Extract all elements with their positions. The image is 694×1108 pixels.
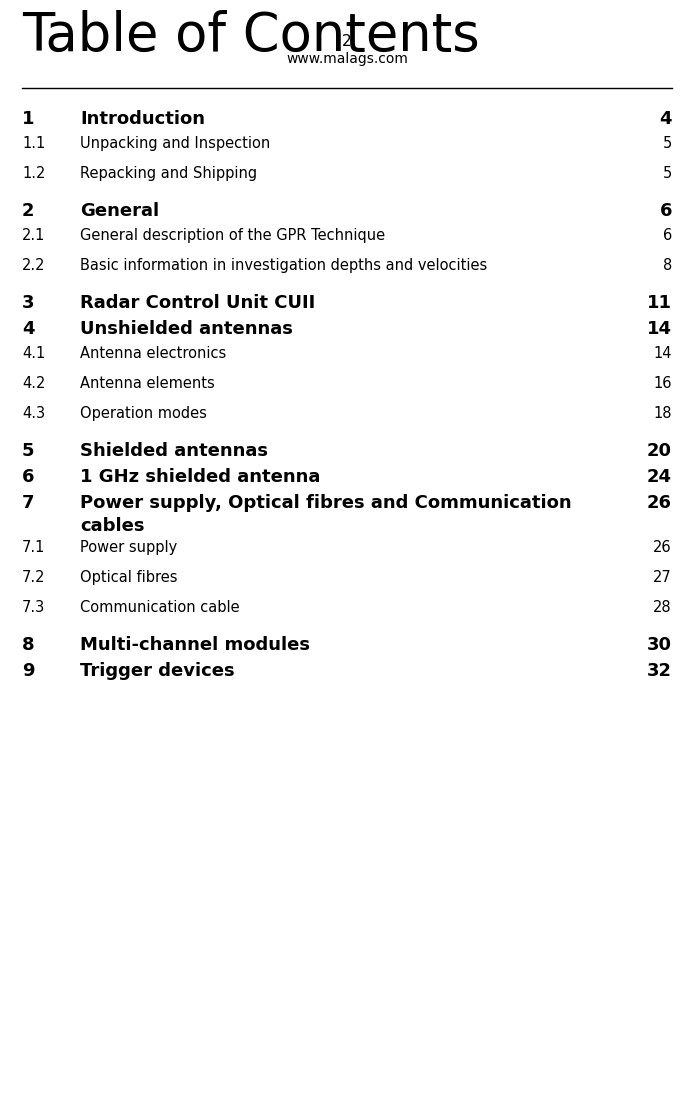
Text: 1.2: 1.2 [22, 166, 45, 181]
Text: 27: 27 [653, 570, 672, 585]
Text: 32: 32 [647, 661, 672, 680]
Text: 28: 28 [653, 601, 672, 615]
Text: Introduction: Introduction [80, 110, 205, 129]
Text: 5: 5 [663, 166, 672, 181]
Text: 4: 4 [659, 110, 672, 129]
Text: Unshielded antennas: Unshielded antennas [80, 320, 293, 338]
Text: 6: 6 [22, 468, 35, 486]
Text: 14: 14 [647, 320, 672, 338]
Text: Optical fibres: Optical fibres [80, 570, 178, 585]
Text: 1: 1 [22, 110, 35, 129]
Text: 2: 2 [342, 34, 352, 49]
Text: 3: 3 [22, 294, 35, 312]
Text: Antenna elements: Antenna elements [80, 376, 214, 391]
Text: Repacking and Shipping: Repacking and Shipping [80, 166, 257, 181]
Text: 6: 6 [659, 202, 672, 220]
Text: 2.2: 2.2 [22, 258, 46, 273]
Text: 4.2: 4.2 [22, 376, 45, 391]
Text: 9: 9 [22, 661, 35, 680]
Text: Multi-channel modules: Multi-channel modules [80, 636, 310, 654]
Text: Operation modes: Operation modes [80, 406, 207, 421]
Text: 24: 24 [647, 468, 672, 486]
Text: Radar Control Unit CUII: Radar Control Unit CUII [80, 294, 315, 312]
Text: Table of Contents: Table of Contents [22, 10, 480, 62]
Text: 4.3: 4.3 [22, 406, 45, 421]
Text: 16: 16 [654, 376, 672, 391]
Text: 26: 26 [653, 540, 672, 555]
Text: 14: 14 [654, 346, 672, 361]
Text: 7.1: 7.1 [22, 540, 45, 555]
Text: Basic information in investigation depths and velocities: Basic information in investigation depth… [80, 258, 487, 273]
Text: 2: 2 [22, 202, 35, 220]
Text: General: General [80, 202, 159, 220]
Text: Trigger devices: Trigger devices [80, 661, 235, 680]
Text: 6: 6 [663, 228, 672, 243]
Text: 8: 8 [22, 636, 35, 654]
Text: 18: 18 [654, 406, 672, 421]
Text: 20: 20 [647, 442, 672, 460]
Text: General description of the GPR Technique: General description of the GPR Technique [80, 228, 385, 243]
Text: Unpacking and Inspection: Unpacking and Inspection [80, 136, 270, 151]
Text: 11: 11 [647, 294, 672, 312]
Text: 4.1: 4.1 [22, 346, 45, 361]
Text: Power supply: Power supply [80, 540, 177, 555]
Text: 7.3: 7.3 [22, 601, 45, 615]
Text: 4: 4 [22, 320, 35, 338]
Text: 30: 30 [647, 636, 672, 654]
Text: 2.1: 2.1 [22, 228, 45, 243]
Text: 1 GHz shielded antenna: 1 GHz shielded antenna [80, 468, 321, 486]
Text: 1.1: 1.1 [22, 136, 45, 151]
Text: Shielded antennas: Shielded antennas [80, 442, 268, 460]
Text: 26: 26 [647, 494, 672, 512]
Text: Antenna electronics: Antenna electronics [80, 346, 226, 361]
Text: 7.2: 7.2 [22, 570, 46, 585]
Text: Power supply, Optical fibres and Communication
cables: Power supply, Optical fibres and Communi… [80, 494, 572, 535]
Text: www.malags.com: www.malags.com [286, 52, 408, 66]
Text: Communication cable: Communication cable [80, 601, 239, 615]
Text: 7: 7 [22, 494, 35, 512]
Text: 5: 5 [663, 136, 672, 151]
Text: 5: 5 [22, 442, 35, 460]
Text: 8: 8 [663, 258, 672, 273]
